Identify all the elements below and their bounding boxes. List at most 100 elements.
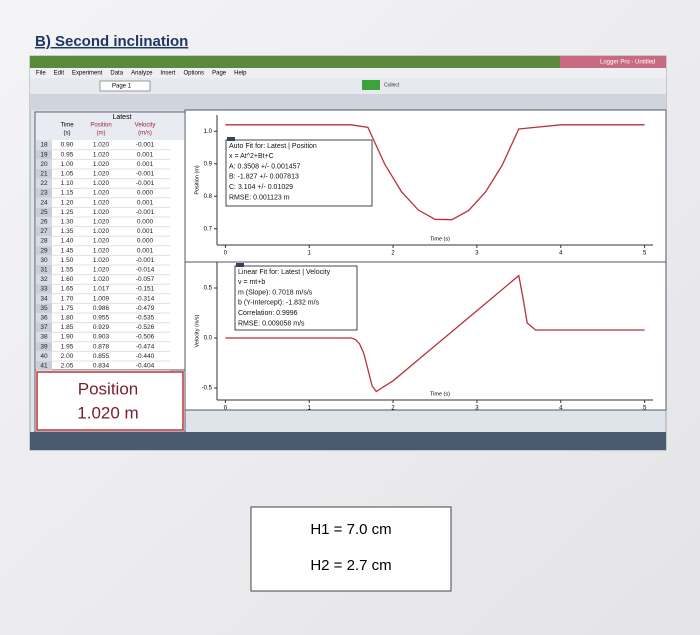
row-number-cell xyxy=(36,217,52,227)
row-number: 39 xyxy=(40,343,48,350)
row-number-cell xyxy=(36,236,52,246)
fit-box-icon xyxy=(227,137,235,141)
table-cell: 1.020 xyxy=(93,161,110,168)
table-cell: 0.929 xyxy=(93,324,110,331)
y-tick-label: 0.8 xyxy=(204,194,213,200)
row-number: 37 xyxy=(40,324,48,331)
fit-line: Correlation: 0.9996 xyxy=(238,310,298,317)
menu-item[interactable]: Help xyxy=(234,71,247,77)
table-cell: -0.474 xyxy=(136,343,155,350)
row-number-cell xyxy=(36,255,52,265)
x-tick-label: 1 xyxy=(308,251,312,257)
page-selector[interactable] xyxy=(99,80,151,92)
table-cell: 0.000 xyxy=(137,238,154,245)
table-cell: 1.020 xyxy=(93,267,110,274)
heading: B) Second inclination xyxy=(35,33,188,50)
row-number-cell xyxy=(36,207,52,217)
table-cell: 0.90 xyxy=(61,142,74,149)
table-cell: 1.020 xyxy=(93,257,110,264)
table-cell: 1.35 xyxy=(61,228,74,235)
taskbar xyxy=(30,432,666,450)
x-tick-label: 2 xyxy=(391,406,395,412)
menu-item[interactable]: Edit xyxy=(54,71,65,77)
menu-item[interactable]: Insert xyxy=(160,71,175,77)
row-number: 22 xyxy=(40,180,48,187)
table-cell: 1.15 xyxy=(61,190,74,197)
row-number: 33 xyxy=(40,286,48,293)
table-cell: 1.020 xyxy=(93,219,110,226)
table-cell: 0.95 xyxy=(61,151,74,158)
row-number: 35 xyxy=(40,305,48,312)
row-number-cell xyxy=(36,178,52,189)
notes-box xyxy=(250,506,452,592)
row-number-cell xyxy=(36,265,52,275)
row-number-cell xyxy=(36,169,52,179)
table-cell: -0.314 xyxy=(136,295,155,302)
x-tick-label: 2 xyxy=(391,251,395,257)
column-header: (m) xyxy=(97,131,106,137)
menu-item[interactable]: Analyze xyxy=(131,71,153,77)
data-line xyxy=(225,124,645,221)
table-cell: 1.05 xyxy=(61,171,74,178)
fit-line: b (Y-Intercept): -1.832 m/s xyxy=(238,300,320,307)
table-cell: 1.40 xyxy=(61,238,74,245)
row-number: 23 xyxy=(40,190,48,197)
row-number-cell xyxy=(36,351,52,361)
menu-item[interactable]: Page xyxy=(212,71,227,77)
row-number-cell xyxy=(36,332,52,342)
x-tick-label: 4 xyxy=(559,406,563,412)
row-number-cell xyxy=(36,140,52,150)
row-number: 41 xyxy=(40,363,48,370)
readout-frame xyxy=(36,371,184,431)
table-cell: -0.001 xyxy=(136,257,155,264)
toolbar xyxy=(30,78,666,94)
row-number: 40 xyxy=(40,353,48,360)
fit-line: RMSE: 0.009058 m/s xyxy=(238,320,305,327)
table-cell: 0.001 xyxy=(137,247,154,254)
table-cell: 0.903 xyxy=(93,334,110,341)
row-number: 20 xyxy=(40,161,48,168)
table-cell: -0.479 xyxy=(136,305,155,312)
table-cell: 1.10 xyxy=(61,180,74,187)
table-cell: 1.20 xyxy=(61,199,74,206)
table-cell: 1.020 xyxy=(93,190,110,197)
row-number: 32 xyxy=(40,276,48,283)
fit-line: m (Slope): 0.7018 m/s/s xyxy=(238,289,313,296)
x-tick-label: 5 xyxy=(643,406,647,412)
fit-line: RMSE: 0.001123 m xyxy=(229,194,290,201)
row-number: 19 xyxy=(40,151,48,158)
row-number-cell xyxy=(36,293,52,304)
table-group: Latest xyxy=(112,114,131,121)
fit-line: C: 3.104 +/- 0.01029 xyxy=(229,184,293,191)
row-number: 28 xyxy=(40,238,48,245)
page-name: Page 1 xyxy=(112,84,132,90)
collect-button[interactable]: Collect xyxy=(384,82,400,88)
table-cell: 1.90 xyxy=(61,334,74,341)
fit-line: v = mt+b xyxy=(238,279,265,286)
table-panel xyxy=(34,111,186,371)
row-number: 25 xyxy=(40,209,48,216)
row-number-cell xyxy=(36,303,52,313)
fit-line: x = At^2+Bt+C xyxy=(229,153,274,160)
menu-item[interactable]: Experiment xyxy=(72,71,103,77)
row-number: 31 xyxy=(40,267,48,274)
table-cell: 1.020 xyxy=(93,238,110,245)
menu-item[interactable]: File xyxy=(36,71,46,77)
table-cell: -0.506 xyxy=(136,334,155,341)
table-cell: -0.001 xyxy=(136,171,155,178)
row-number: 26 xyxy=(40,219,48,226)
menu-item[interactable]: Data xyxy=(110,71,123,77)
table-cell: 1.50 xyxy=(61,257,74,264)
table-cell: 0.001 xyxy=(137,199,154,206)
table-cell: -0.001 xyxy=(136,209,155,216)
row-number: 21 xyxy=(40,171,48,178)
row-number: 18 xyxy=(40,142,48,149)
table-cell: 1.85 xyxy=(61,324,74,331)
menu-item[interactable]: Options xyxy=(183,71,204,77)
x-tick-label: 1 xyxy=(308,406,312,412)
fit-box xyxy=(225,139,373,207)
title-bar xyxy=(30,56,666,68)
table-cell: 1.009 xyxy=(93,295,110,302)
